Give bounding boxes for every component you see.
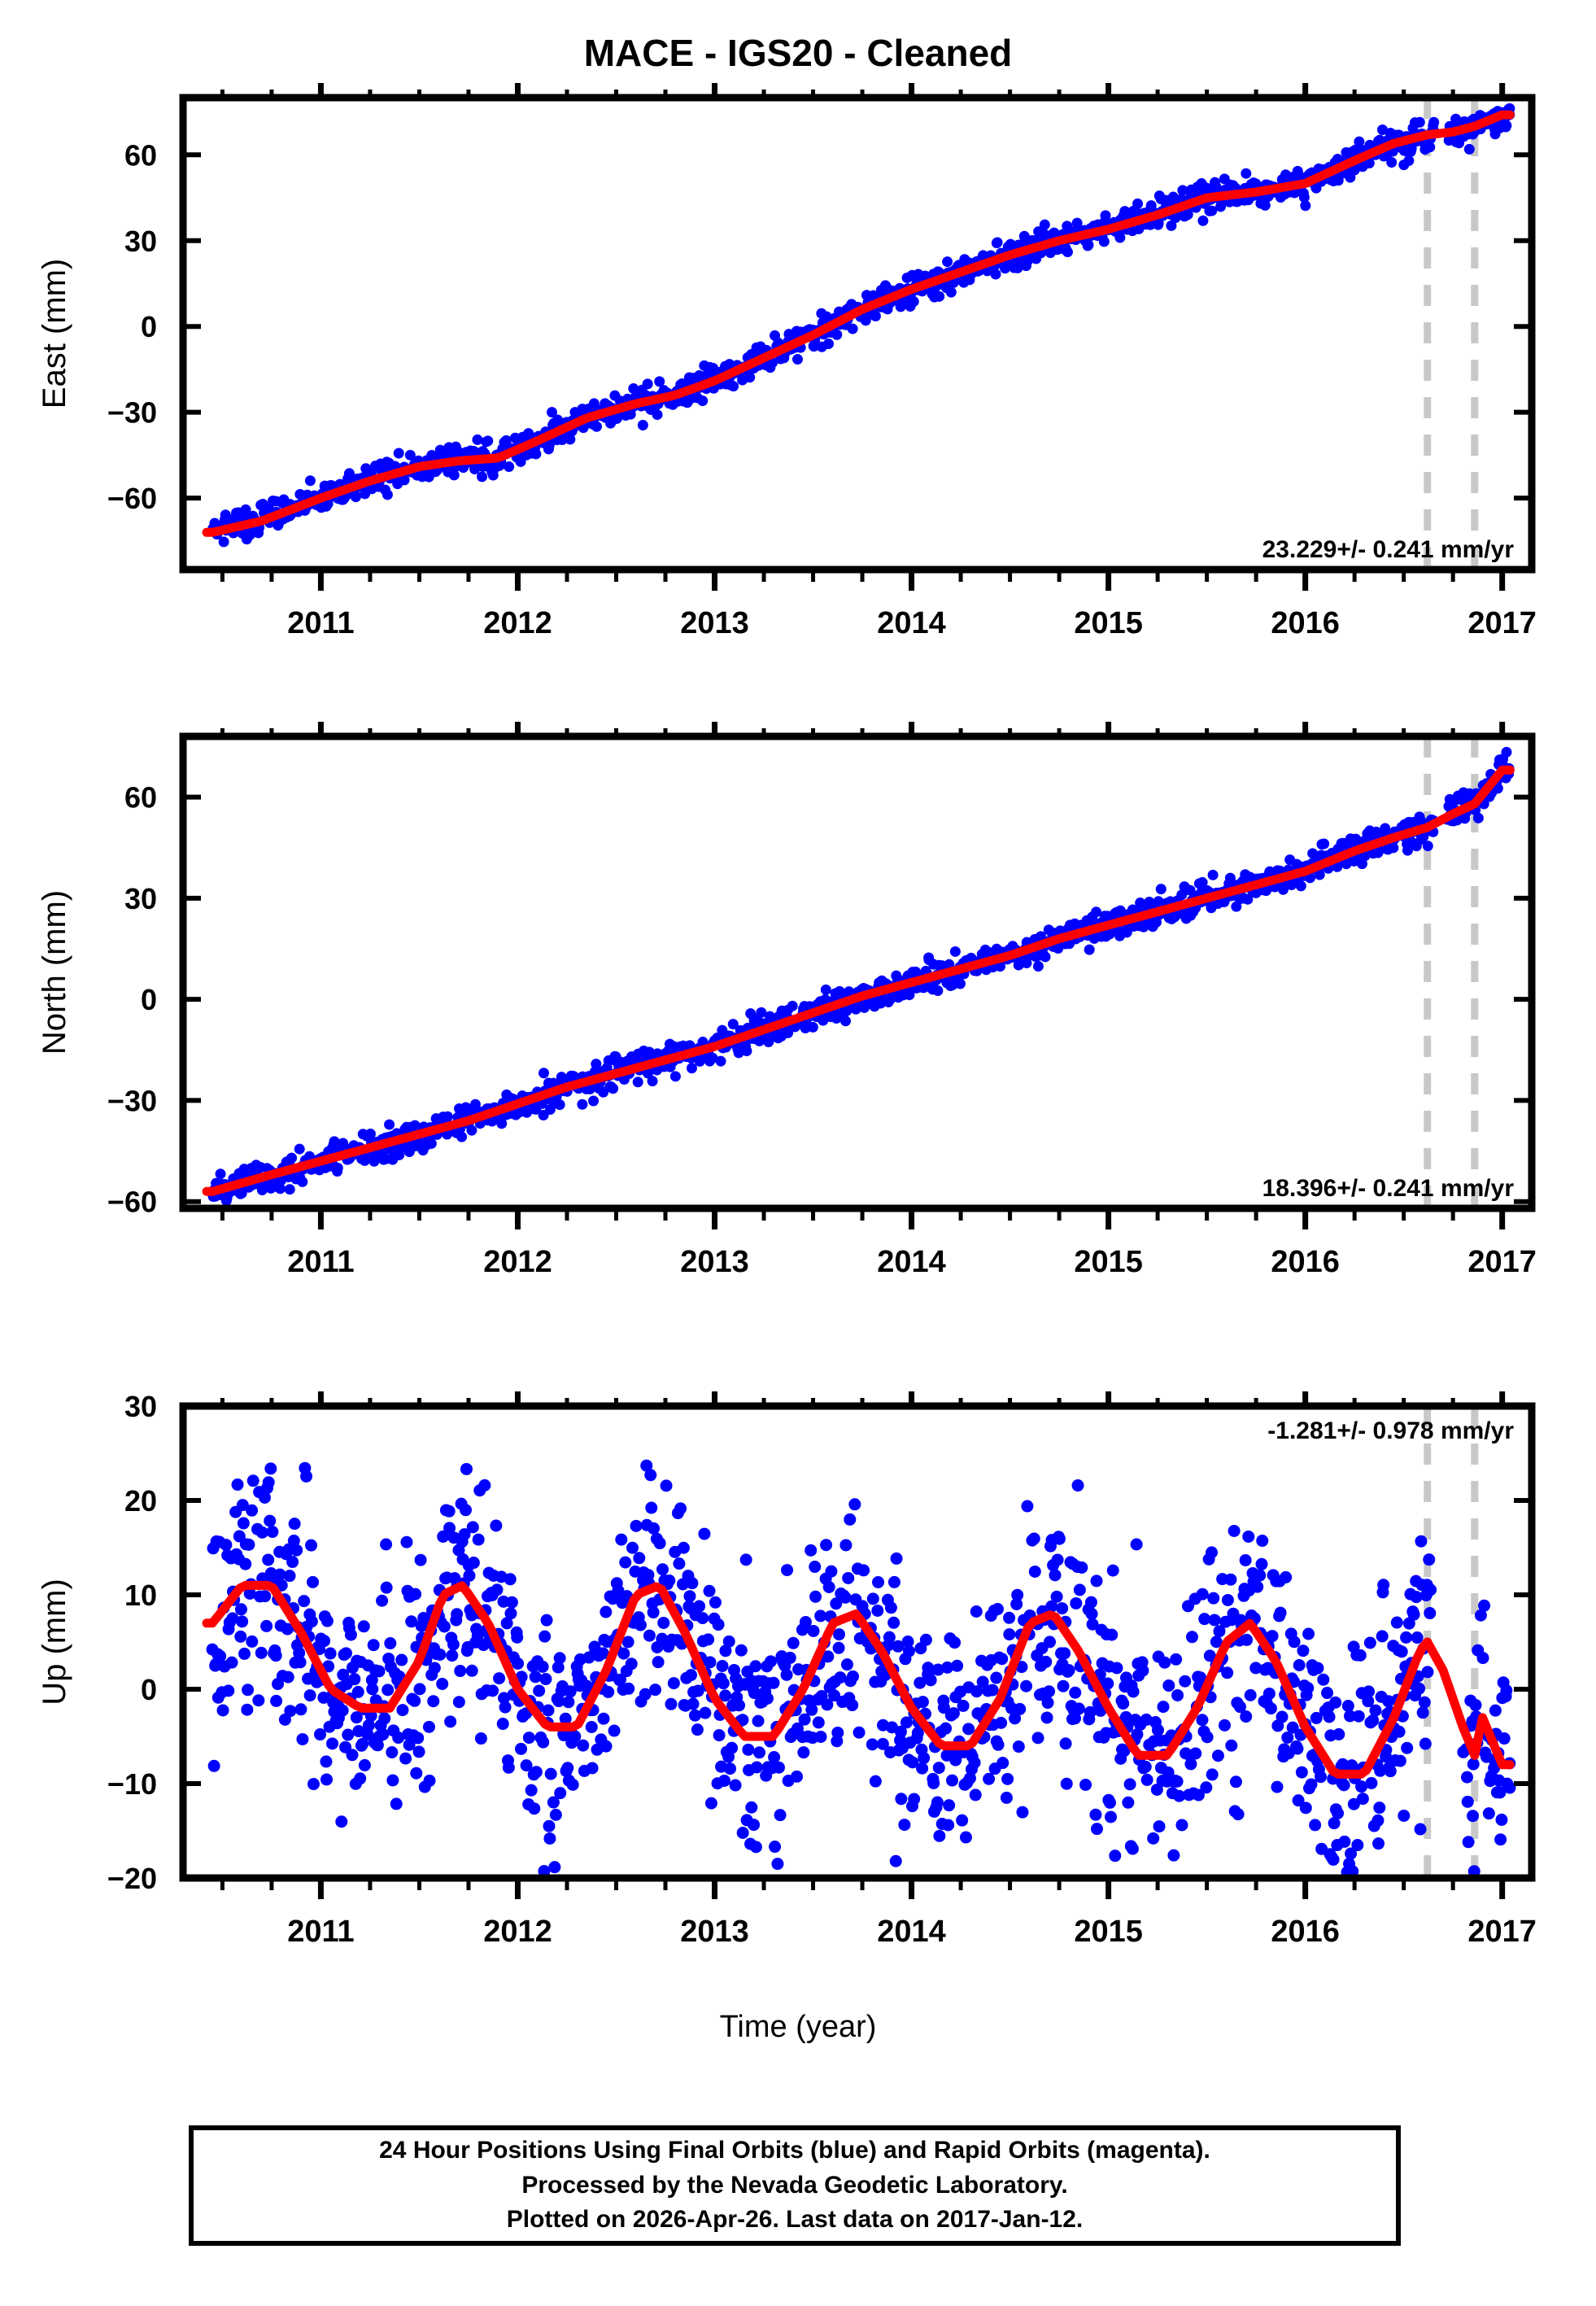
x-tick-label: 2013: [680, 1915, 749, 1949]
y-axis-label: North (mm): [37, 890, 72, 1055]
footer-line-2: Processed by the Nevada Geodetic Laborat…: [521, 2171, 1068, 2199]
y-tick-label: 30: [124, 225, 157, 258]
observation-points: [206, 1459, 1516, 1879]
y-tick-label: 0: [141, 1673, 157, 1706]
x-tick-label: 2014: [877, 1245, 946, 1279]
y-tick-label: −10: [107, 1767, 157, 1801]
x-tick-label: 2017: [1467, 1245, 1537, 1279]
x-tick-label: 2015: [1074, 1915, 1143, 1949]
model-curve-segment-3: [1470, 765, 1515, 809]
footer-caption-box: 24 Hour Positions Using Final Orbits (bl…: [189, 2125, 1401, 2246]
model-curve-segment-2: [1423, 121, 1480, 140]
rate-annotation: 18.396+/- 0.241 mm/yr: [1262, 1175, 1515, 1202]
x-tick-label: 2014: [877, 606, 946, 640]
y-tick-label: 60: [124, 138, 157, 172]
y-tick-label: −30: [107, 1084, 157, 1117]
x-tick-label: 2013: [680, 606, 749, 640]
x-tick-label: 2012: [483, 606, 552, 640]
x-tick-label: 2011: [287, 1915, 354, 1949]
y-tick-label: 10: [124, 1579, 157, 1612]
model-curve-segment-2: [1423, 1637, 1480, 1760]
x-axis-label: Time (year): [719, 2010, 877, 2044]
panel-up: −20 −10 0 10 20 30 2011 2012 2013 2014 2015 2016 201…: [0, 1334, 1596, 2067]
x-tick-label: 2016: [1271, 1245, 1340, 1279]
x-tick-label: 2017: [1467, 606, 1537, 640]
y-tick-label: −60: [107, 482, 157, 515]
x-tick-label: 2016: [1271, 606, 1340, 640]
plot-frame: [179, 1402, 1536, 1882]
rate-annotation: -1.281+/- 0.978 mm/yr: [1267, 1417, 1514, 1444]
east-plot-svg[interactable]: −60 −30 0 30 60 2011 2012 2013 2014 2015 2016 2017 2…: [0, 0, 1596, 700]
model-curve-segment-2: [1423, 799, 1480, 832]
y-tick-label: 60: [124, 781, 157, 815]
panel-north: −60 −30 0 30 60 2011 2012 2013 2014 2015 2016 2017 1…: [0, 667, 1596, 1367]
page-title: MACE - IGS20 - Cleaned: [583, 32, 1013, 74]
y-axis-label: East (mm): [37, 259, 72, 408]
north-plot-svg[interactable]: −60 −30 0 30 60 2011 2012 2013 2014 2015 2016 2017 1…: [0, 667, 1596, 1367]
y-tick-label: 30: [124, 882, 157, 915]
plot-frame: [179, 94, 1536, 574]
footer-line-1: 24 Hour Positions Using Final Orbits (bl…: [379, 2137, 1210, 2164]
x-tick-label: 2016: [1271, 1915, 1340, 1949]
x-tick-label: 2017: [1467, 1915, 1537, 1949]
y-tick-label: 0: [141, 983, 157, 1016]
y-tick-label: 20: [124, 1484, 157, 1518]
y-tick-label: −20: [107, 1862, 157, 1895]
y-tick-label: −30: [107, 396, 157, 430]
x-tick-label: 2015: [1074, 1245, 1143, 1279]
up-plot-svg[interactable]: −20 −10 0 10 20 30 2011 2012 2013 2014 2015 2016 201…: [0, 1334, 1596, 2067]
model-curve-segment-3: [1470, 1713, 1515, 1770]
rate-annotation: 23.229+/- 0.241 mm/yr: [1262, 536, 1515, 563]
model-curve-segment-3: [1470, 110, 1515, 131]
observation-points: [207, 103, 1515, 548]
x-tick-label: 2011: [287, 606, 354, 640]
model-curve-segment-1: [202, 130, 1432, 537]
x-tick-label: 2012: [483, 1915, 552, 1949]
y-axis-label: Up (mm): [37, 1579, 72, 1705]
y-tick-label: 0: [141, 310, 157, 343]
footer-line-3: Plotted on 2026-Apr-26. Last data on 201…: [506, 2206, 1084, 2234]
x-tick-label: 2015: [1074, 606, 1143, 640]
model-curve-segment-1: [202, 823, 1432, 1196]
y-tick-label: −60: [107, 1186, 157, 1219]
plot-frame: [179, 732, 1536, 1212]
x-tick-label: 2011: [287, 1245, 354, 1279]
x-tick-label: 2012: [483, 1245, 552, 1279]
x-tick-label: 2013: [680, 1245, 749, 1279]
panel-east: −60 −30 0 30 60 2011 2012 2013 2014 2015 2016 2017 2…: [0, 0, 1596, 700]
x-tick-label: 2014: [877, 1915, 946, 1949]
y-tick-label: 30: [124, 1390, 157, 1423]
model-curve-segment-1: [202, 1580, 1432, 1779]
